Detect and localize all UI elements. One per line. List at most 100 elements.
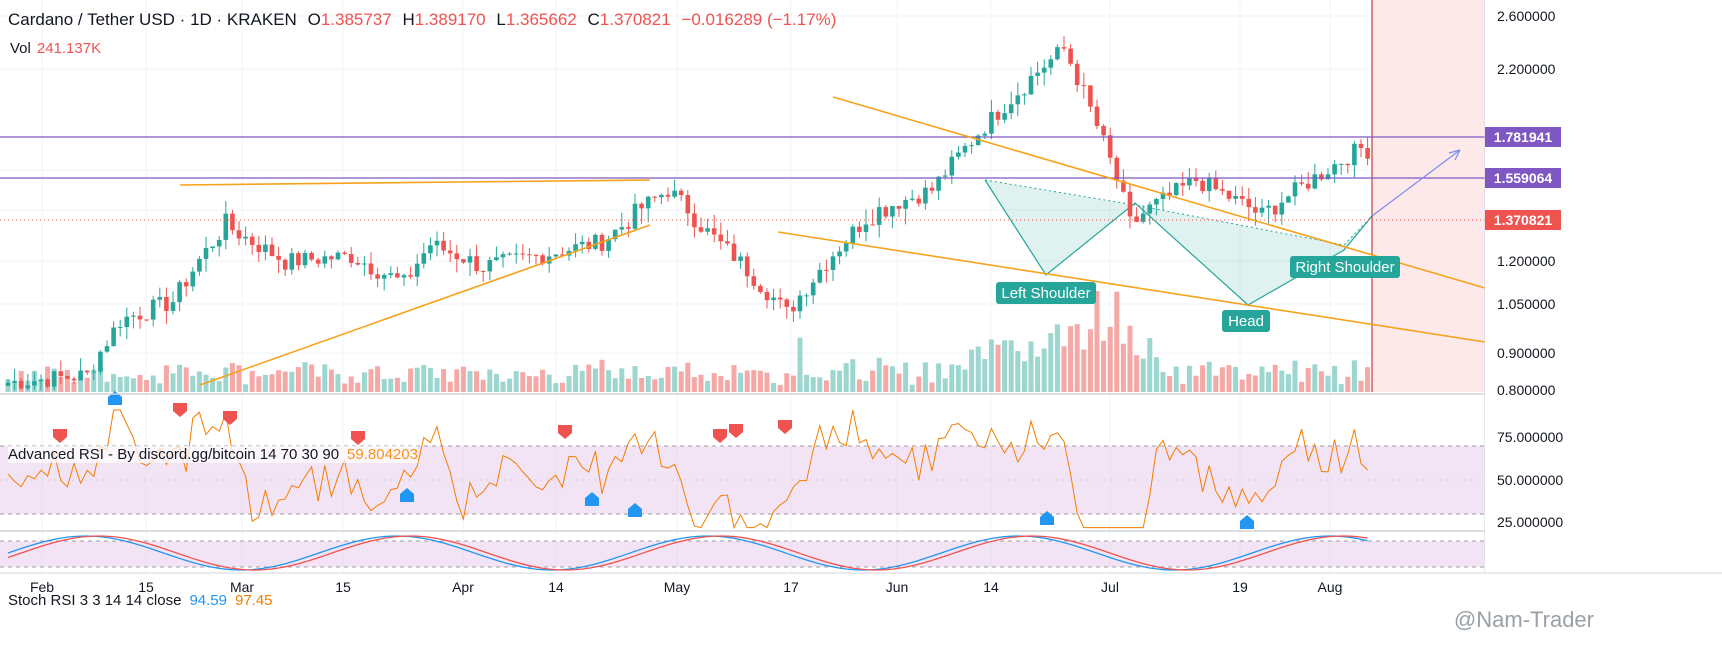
volume-bar xyxy=(1226,365,1232,392)
price-label-last: 1.370821 xyxy=(1494,212,1553,228)
candle-body xyxy=(777,297,783,300)
volume-bar xyxy=(711,373,717,392)
trendline-1 xyxy=(179,179,651,186)
volume-bar xyxy=(797,337,803,392)
volume-bar xyxy=(223,367,229,392)
candle-body xyxy=(1358,143,1364,148)
candle-body xyxy=(144,319,149,321)
candle-body xyxy=(540,255,545,264)
candle-body xyxy=(1200,180,1205,192)
candle-body xyxy=(711,228,717,235)
candle-body xyxy=(771,297,776,301)
candle-body xyxy=(560,254,565,256)
stoch-d-line xyxy=(7,535,1368,571)
volume-bar xyxy=(718,375,724,392)
volume-bar xyxy=(804,374,810,392)
symbol-name[interactable]: Cardano / Tether USD xyxy=(8,10,175,29)
candle-body xyxy=(1015,95,1021,105)
candle-body xyxy=(137,315,143,320)
volume-bar xyxy=(691,377,697,392)
trend-drawings[interactable] xyxy=(0,0,1486,392)
candle-body xyxy=(1035,72,1040,76)
volume-bar xyxy=(216,381,222,392)
candle-body xyxy=(1101,125,1106,136)
volume-bar xyxy=(1015,351,1021,392)
volume-bar xyxy=(922,362,928,392)
candle-body xyxy=(368,263,374,275)
volume-bar xyxy=(645,375,651,392)
volume-bar xyxy=(1266,372,1272,392)
rsi-tick-1: 50.000000 xyxy=(1497,472,1563,488)
candle-body xyxy=(606,239,611,251)
volume-bar xyxy=(91,369,97,392)
candle-body xyxy=(1121,180,1126,192)
price-tick-0: 2.600000 xyxy=(1497,8,1556,24)
candle-body xyxy=(830,256,836,270)
volume-bar xyxy=(632,366,638,392)
volume-bar xyxy=(1239,379,1245,392)
candle-body xyxy=(210,246,215,249)
volume-bar xyxy=(665,366,671,392)
candle-body xyxy=(744,256,750,277)
price-tick-6: 0.900000 xyxy=(1497,345,1556,361)
price-axis-bg xyxy=(1485,0,1722,655)
candle-body xyxy=(1134,216,1139,222)
volume-bar xyxy=(302,362,308,392)
candle-body xyxy=(329,256,334,260)
time-axis[interactable]: Feb 15 Mar 15 Apr 14 May 17 Jun 14 Jul 19 Aug xyxy=(0,572,1722,595)
volume-bar xyxy=(269,374,275,392)
candle-body xyxy=(25,385,31,389)
candle-body xyxy=(758,285,763,292)
price-tick-4: 1.200000 xyxy=(1497,253,1556,269)
close-value: 1.370821 xyxy=(599,10,671,29)
candle-body xyxy=(124,316,130,328)
volume-bar xyxy=(1292,360,1298,392)
trendline-4 xyxy=(777,231,1486,343)
rsi-tick-0: 75.000000 xyxy=(1497,429,1563,445)
candle-body xyxy=(533,254,539,256)
candle-body xyxy=(117,327,123,329)
volume-bar xyxy=(474,371,480,392)
volume-bar xyxy=(988,339,994,392)
volume-value: 241.137K xyxy=(36,40,102,57)
candle-body xyxy=(995,111,1001,120)
neckline xyxy=(984,179,1373,246)
volume-bar xyxy=(1246,374,1252,392)
candle-body xyxy=(51,371,57,387)
volume-bar xyxy=(157,383,163,392)
volume-bar xyxy=(850,359,856,392)
candle-body xyxy=(824,269,829,271)
volume-legend[interactable]: Vol 241.137K xyxy=(10,40,101,57)
high-label: H xyxy=(402,10,415,29)
projection-arrow-head xyxy=(1448,149,1461,161)
symbol-header[interactable]: Cardano / Tether USD · 1D · KRAKEN O1.38… xyxy=(8,10,837,29)
candle-body xyxy=(461,259,466,263)
volume-bar xyxy=(1094,291,1100,392)
price-label-resistance-1: 1.781941 xyxy=(1494,129,1553,145)
candle-body xyxy=(1147,204,1153,214)
candle-body xyxy=(1041,67,1047,73)
interval[interactable]: 1D xyxy=(190,10,212,29)
time-tick-10: Jul xyxy=(1101,579,1119,595)
volume-bar xyxy=(823,380,829,392)
candle-body xyxy=(1180,183,1186,186)
volume-bar xyxy=(612,378,618,392)
volume-bar xyxy=(1028,341,1034,392)
candle-body xyxy=(1272,205,1278,215)
volume-bar xyxy=(421,365,427,392)
candle-body xyxy=(1220,189,1225,191)
projection-arrow xyxy=(1371,149,1461,217)
stoch-legend[interactable]: Stoch RSI 3 3 14 14 close 94.59 97.45 xyxy=(8,592,273,609)
price-tick-1: 2.200000 xyxy=(1497,61,1556,77)
volume-bar xyxy=(117,377,123,392)
price-label-resistance-2-bg xyxy=(1485,168,1561,188)
candle-body xyxy=(797,295,803,312)
rsi-axis[interactable]: 75.000000 50.000000 25.000000 xyxy=(1497,429,1563,530)
candle-body xyxy=(586,241,592,249)
label-head: Head xyxy=(1228,313,1264,330)
rsi-legend[interactable]: Advanced RSI - By discord.gg/bitcoin 14 … xyxy=(8,446,418,463)
candle-body xyxy=(190,271,196,287)
candle-body xyxy=(1226,190,1232,199)
price-axis[interactable]: 2.600000 2.200000 1.200000 1.050000 0.900000… xyxy=(1485,0,1722,655)
